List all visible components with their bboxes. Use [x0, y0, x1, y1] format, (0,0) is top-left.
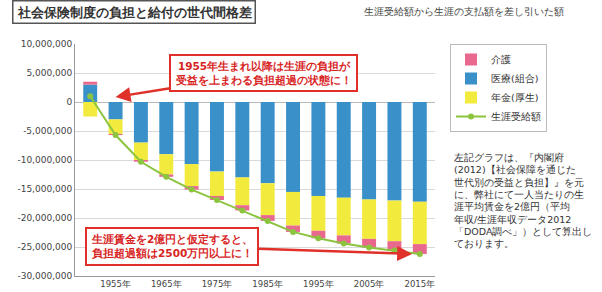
svg-text:-25,000,000: -25,000,000 [17, 242, 72, 252]
svg-text:0: 0 [66, 97, 72, 107]
svg-text:医療(組合): 医療(組合) [491, 73, 538, 84]
svg-text:-10,000,000: -10,000,000 [17, 155, 72, 165]
svg-text:生涯受給額から生涯の支払額を差し引いた額: 生涯受給額から生涯の支払額を差し引いた額 [364, 6, 564, 17]
svg-text:2015年: 2015年 [404, 279, 435, 289]
svg-text:左記グラフは、『内閣府(2012)【社会保障を通じた世代別の: 左記グラフは、『内閣府(2012)【社会保障を通じた世代別の受益と負担】』を元に… [454, 152, 592, 249]
svg-text:1955年: 1955年 [100, 279, 131, 289]
svg-text:生涯受給額: 生涯受給額 [491, 111, 541, 122]
svg-text:10,000,000: 10,000,000 [21, 39, 73, 49]
svg-text:年金(厚生): 年金(厚生) [491, 92, 538, 103]
svg-text:生涯賃金を2億円と仮定すると、負担超過額は2500万円以上に: 生涯賃金を2億円と仮定すると、負担超過額は2500万円以上に！ [91, 233, 253, 260]
svg-text:介護: 介護 [491, 54, 511, 65]
svg-text:-20,000,000: -20,000,000 [17, 213, 72, 223]
svg-text:-15,000,000: -15,000,000 [17, 184, 72, 194]
svg-text:1965年: 1965年 [151, 279, 182, 289]
svg-text:1955年生まれ以降は生涯の負担が受益を上まわる負担超過の状: 1955年生まれ以降は生涯の負担が受益を上まわる負担超過の状態に！ [175, 60, 352, 86]
svg-text:-5,000,000: -5,000,000 [23, 126, 72, 136]
svg-text:2005年: 2005年 [354, 279, 385, 289]
svg-text:1995年: 1995年 [303, 279, 334, 289]
svg-text:-30,000,000: -30,000,000 [17, 271, 72, 281]
svg-text:1975年: 1975年 [202, 279, 233, 289]
svg-text:5,000,000: 5,000,000 [26, 68, 72, 78]
svg-text:社会保険制度の負担と給付の世代間格差: 社会保険制度の負担と給付の世代間格差 [17, 5, 252, 20]
svg-text:1985年: 1985年 [252, 279, 283, 289]
